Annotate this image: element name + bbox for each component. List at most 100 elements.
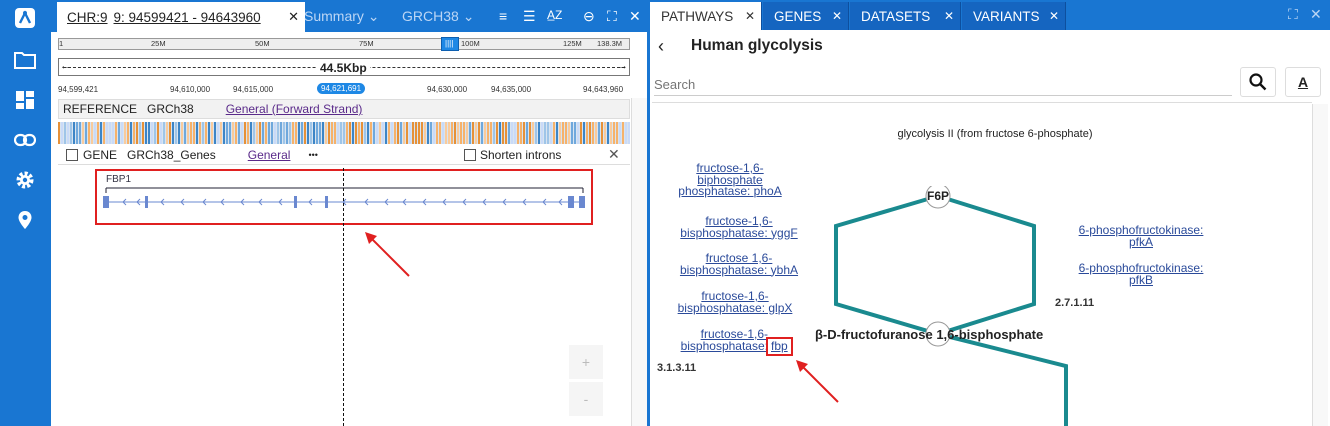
link-icon[interactable] [12, 128, 38, 152]
ruler-label: 75M [359, 39, 374, 48]
genome-dropdown[interactable]: GRCH38 ⌄ [402, 8, 474, 25]
enzyme-line: biphosphate [697, 172, 763, 187]
sort-list-icon[interactable]: ☰ [523, 8, 536, 24]
enzyme-line: fructose 1,6- [705, 251, 773, 265]
reference-genome: GRCh38 [147, 102, 194, 116]
tab-datasets-label: DATASETS [861, 8, 931, 24]
coord-label: 94,643,960 [583, 85, 624, 94]
diagram-title: glycolysis II (from fructose 6-phosphate… [897, 128, 1093, 140]
tab-datasets[interactable]: DATASETS ✕ [850, 2, 961, 30]
right-scrollbar[interactable] [1312, 104, 1328, 426]
pathway-diagram [834, 186, 1068, 426]
ruler-label: 50M [255, 39, 270, 48]
tab-pathways[interactable]: PATHWAYS ✕ [650, 2, 762, 30]
fbp-gene-link[interactable]: fbp [766, 337, 793, 356]
genome-browser-panel: CHR:9 9: 94599421 - 94643960 ✕ Summary ⌄… [51, 0, 647, 426]
close-icon[interactable]: ✕ [288, 9, 299, 24]
coord-label: 94,615,000 [233, 85, 274, 94]
gene-model[interactable] [103, 184, 587, 210]
coord-label: 94,630,000 [427, 85, 468, 94]
more-options-icon[interactable]: ••• [308, 149, 318, 160]
gene-track-checkbox[interactable] [66, 148, 78, 161]
enzyme-pfkb-link[interactable]: 6-phosphofructokinase: pfkB [1068, 261, 1214, 287]
ec-number-phosphatase: 3.1.3.11 [657, 362, 697, 374]
collapse-icon[interactable]: ⊖ [583, 8, 595, 24]
coord-label: 94,599,421 [58, 85, 99, 94]
shorten-introns-checkbox[interactable] [464, 149, 476, 161]
coord-label: 94,635,000 [491, 85, 532, 94]
tab-genes-label: GENES [774, 8, 822, 24]
ruler-selection[interactable]: |||| [441, 37, 459, 51]
search-button[interactable] [1240, 67, 1276, 97]
coord-label: 94,610,000 [170, 85, 211, 94]
scale-label: 44.5Kbp [317, 61, 370, 75]
close-panel-icon[interactable]: ✕ [629, 8, 641, 24]
node-f6p[interactable]: F6P [927, 189, 950, 203]
enzyme-glpx-link[interactable]: fructose-1,6- bisphosphatase: glpX [674, 290, 796, 315]
close-icon[interactable]: ✕ [943, 9, 954, 23]
gene-track-name: GRCh38_Genes [127, 147, 216, 162]
annotation-arrow-right [796, 360, 839, 403]
gene-name-label[interactable]: FBP1 [106, 174, 132, 185]
enzyme-fbp-link[interactable]: fructose-1,6- bisphosphatase: [672, 328, 768, 352]
annotation-arrow-left [365, 232, 410, 277]
arrow-left-icon: ← [60, 60, 71, 72]
location-pin-icon[interactable] [12, 208, 38, 232]
reference-label: REFERENCE [63, 102, 138, 116]
tab-pathways-label: PATHWAYS [661, 8, 734, 24]
close-icon[interactable]: ✕ [744, 9, 755, 23]
arrow-right-icon: → [617, 60, 628, 72]
chevron-down-icon: ⌄ [462, 8, 475, 24]
enzyme-phoa-link[interactable]: fructose-1,6- biphosphate phosphatase: p… [670, 161, 790, 198]
chromosome-ruler[interactable]: 1 25M 50M 75M 100M 125M 138.3M |||| [58, 37, 630, 51]
enzyme-line: pfkA [1128, 234, 1153, 249]
search-icon [1249, 73, 1267, 91]
enzyme-yggf-link[interactable]: fructose-1,6- bisphosphatase: yggF [674, 215, 804, 239]
sort-lines-icon[interactable]: ≡ [499, 8, 508, 24]
tab-variants[interactable]: VARIANTS ✕ [962, 2, 1066, 30]
current-position-badge: 94,621,691 [317, 83, 366, 94]
enzyme-line: bisphosphatase: ybhA [679, 262, 799, 277]
summary-dropdown[interactable]: Summary ⌄ [304, 8, 380, 25]
gene-track-type-link[interactable]: General [247, 147, 291, 162]
gear-icon[interactable] [12, 168, 38, 192]
shorten-introns-label: Shorten introns [480, 148, 562, 162]
enzyme-line: fructose-1,6- [696, 161, 764, 175]
strand-link[interactable]: General (Forward Strand) [225, 102, 363, 116]
enzyme-pfka-link[interactable]: 6-phosphofructokinase: pfkA [1068, 224, 1214, 249]
ruler-label: 100M [461, 39, 480, 48]
sort-alpha-icon[interactable]: A̲Z [547, 8, 563, 22]
close-icon[interactable]: ✕ [1048, 9, 1059, 23]
dashboard-icon[interactable] [12, 88, 38, 112]
enzyme-line: bisphosphatase: glpX [677, 300, 793, 315]
reference-track-header: REFERENCE GRCh38 General (Forward Strand… [58, 99, 630, 119]
enzyme-line: pfkB [1128, 272, 1153, 287]
ruler-label: 125M [563, 39, 582, 48]
panel-divider[interactable] [647, 0, 650, 426]
chevron-down-icon: ⌄ [367, 8, 380, 24]
summary-label: Summary [304, 8, 364, 24]
app-logo-icon[interactable] [12, 6, 38, 30]
zoom-out-button[interactable]: - [569, 382, 603, 416]
ruler-label: 1 [59, 39, 64, 48]
tab-genes[interactable]: GENES ✕ [763, 2, 849, 30]
font-size-button[interactable]: A [1285, 67, 1321, 97]
zoom-in-button[interactable]: + [569, 345, 603, 379]
fullscreen-icon[interactable]: ⛶ [607, 8, 617, 24]
enzyme-line: 6-phosphofructokinase: [1078, 261, 1204, 275]
enzyme-ybha-link[interactable]: fructose 1,6- bisphosphatase: ybhA [674, 251, 804, 277]
left-scrollbar[interactable] [631, 98, 647, 426]
tab-chromosome[interactable]: CHR:9 9: 94599421 - 94643960 ✕ [57, 2, 305, 32]
pathway-title: Human glycolysis [691, 37, 823, 54]
browser-header: CHR:9 9: 94599421 - 94643960 ✕ Summary ⌄… [51, 0, 647, 32]
back-chevron-icon[interactable]: ‹ [658, 36, 664, 56]
fullscreen-icon[interactable]: ⛶ [1288, 6, 1298, 22]
search-input[interactable] [654, 74, 1232, 96]
folder-icon[interactable] [12, 48, 38, 72]
gene-track-label: GENE [83, 147, 118, 162]
close-track-icon[interactable]: ✕ [608, 146, 620, 162]
close-icon[interactable]: ✕ [831, 9, 842, 23]
node-fructose-bisphosphate[interactable]: β-D-fructofuranose 1,6-bisphosphate [815, 327, 1044, 342]
tab-variants-label: VARIANTS [973, 8, 1040, 24]
close-panel-icon[interactable]: ✕ [1310, 6, 1322, 22]
